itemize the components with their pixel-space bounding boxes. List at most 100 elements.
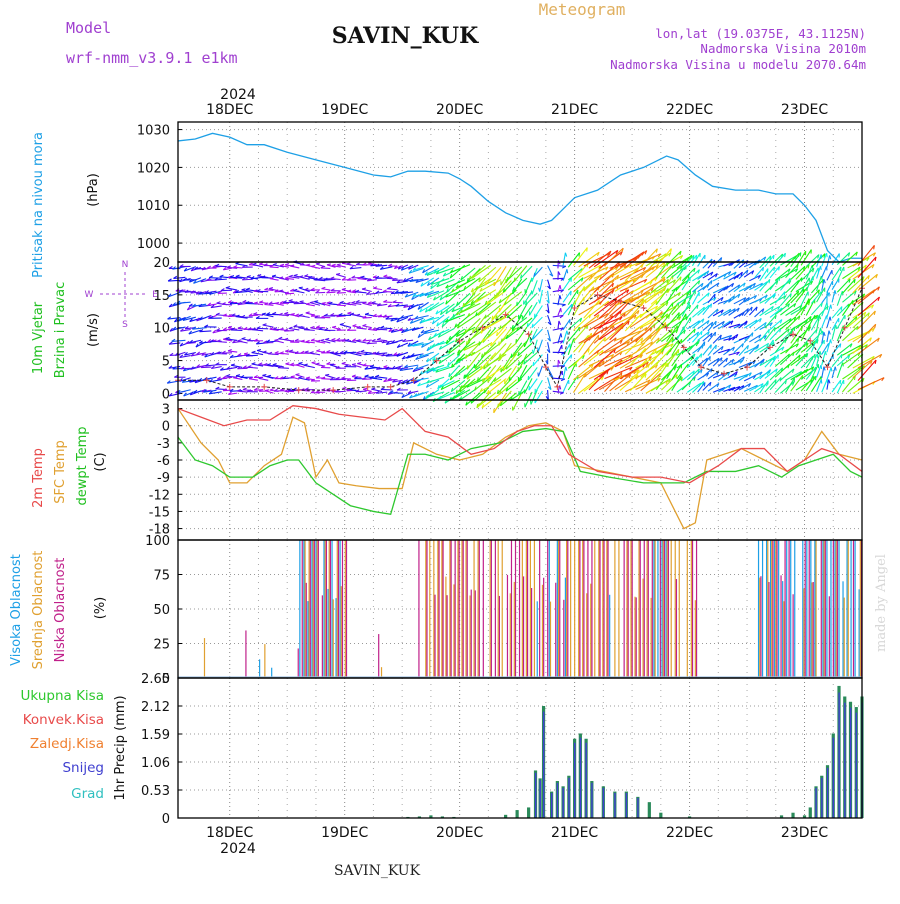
wind-arrow-head bbox=[347, 263, 351, 264]
wind-arrow bbox=[535, 305, 543, 317]
wind-arrow-head bbox=[299, 276, 303, 277]
wind-arrow-head bbox=[763, 267, 764, 271]
wind-arrow-head bbox=[488, 378, 489, 382]
y-tick-label: 0.53 bbox=[141, 784, 170, 799]
wind-arrow bbox=[842, 291, 856, 303]
wind-arrow bbox=[344, 352, 356, 353]
wind-arrow bbox=[770, 347, 784, 356]
snow-bar bbox=[856, 713, 857, 818]
wind-arrow-head bbox=[285, 264, 289, 265]
wind-arrow-head bbox=[249, 263, 253, 265]
day-label-top: 18DEC bbox=[206, 102, 253, 118]
wind-arrow-head bbox=[243, 388, 247, 390]
wind-arrow-head bbox=[830, 255, 831, 259]
wind-arrow-head bbox=[356, 314, 360, 315]
wind-arrow-head bbox=[824, 279, 825, 283]
wind-arrow bbox=[822, 367, 824, 378]
wind-arrow bbox=[667, 313, 680, 328]
y-tick-label: 0 bbox=[162, 420, 170, 435]
wind-arrow bbox=[237, 391, 247, 392]
wind-arrow bbox=[252, 330, 263, 331]
day-label-bottom: 18DEC bbox=[206, 825, 253, 841]
wind-arrow-head bbox=[561, 308, 562, 312]
wind-arrow bbox=[217, 341, 227, 342]
wind-arrow bbox=[270, 267, 279, 268]
wind-arrow-head bbox=[252, 363, 256, 364]
snow-bar bbox=[821, 778, 822, 818]
day-label-bottom: 23DEC bbox=[781, 825, 828, 841]
wind-arrow bbox=[692, 319, 703, 329]
wind-arrow bbox=[703, 333, 712, 341]
y-tick-label: 0 bbox=[162, 812, 170, 827]
wind-arrow bbox=[780, 382, 794, 393]
wind-arrow-head bbox=[294, 274, 298, 275]
wind-arrow bbox=[540, 290, 543, 303]
wind-arrow bbox=[306, 304, 315, 306]
wind-arrow-head bbox=[499, 342, 500, 346]
wind-arrow-head bbox=[285, 363, 289, 364]
wind-speed-marker bbox=[554, 384, 560, 390]
wind-arrow-head bbox=[841, 354, 842, 358]
precip-bar bbox=[791, 813, 794, 818]
wind-ylabel: 10m Vjetar bbox=[31, 301, 46, 374]
wind-arrow-head bbox=[368, 328, 372, 329]
wind-arrow-head bbox=[825, 351, 826, 355]
wind-arrow-head bbox=[291, 376, 295, 377]
wind-arrow bbox=[698, 332, 710, 341]
snow-bar bbox=[563, 788, 564, 818]
wind-arrow-head bbox=[316, 263, 320, 264]
legend-hail: Grad bbox=[71, 786, 104, 802]
wind-arrow-head bbox=[711, 304, 712, 308]
wind-arrow bbox=[387, 278, 398, 279]
precip-bar bbox=[516, 810, 519, 818]
wind-arrow bbox=[371, 389, 382, 391]
wind-arrow-head bbox=[567, 269, 568, 273]
wind-arrow-head bbox=[327, 264, 331, 265]
wind-arrow-head bbox=[538, 373, 539, 377]
wind-arrow-head bbox=[278, 337, 282, 338]
wind-arrow-head bbox=[383, 275, 387, 276]
year-bottom: 2024 bbox=[220, 841, 256, 857]
legend-conv-precip: Konvek.Kisa bbox=[23, 712, 104, 728]
wind-arrow bbox=[553, 303, 566, 304]
cloud-unit: (%) bbox=[93, 597, 108, 620]
y-tick-label: 1010 bbox=[137, 199, 170, 214]
wind-arrow-head bbox=[830, 317, 831, 321]
wind-arrow-head bbox=[365, 375, 369, 376]
wind-arrow-head bbox=[270, 389, 274, 390]
wind-arrow-head bbox=[280, 264, 284, 265]
wind-arrow bbox=[450, 265, 470, 273]
wind-arrow-head bbox=[539, 288, 540, 292]
wind-speed-marker bbox=[330, 387, 336, 393]
day-label-top: 20DEC bbox=[436, 102, 483, 118]
wind-arrow-head bbox=[874, 245, 875, 249]
station-title: SAVIN_KUK bbox=[332, 23, 479, 49]
day-label-top: 19DEC bbox=[321, 102, 368, 118]
wind-arrow bbox=[487, 290, 506, 304]
wind-arrow-head bbox=[244, 353, 248, 354]
wind-arrow bbox=[780, 278, 790, 290]
wind-ylabel2: Brzina i Pravac bbox=[53, 282, 68, 379]
wind-arrow-head bbox=[492, 316, 493, 320]
snow-bar bbox=[827, 768, 828, 818]
wind-arrow bbox=[770, 277, 780, 290]
y-tick-label: -12 bbox=[149, 488, 170, 503]
y-tick-label: -6 bbox=[157, 454, 170, 469]
snow-bar bbox=[637, 798, 638, 818]
snow-bar bbox=[815, 788, 816, 818]
wind-arrow-head bbox=[299, 363, 303, 364]
wind-arrow-head bbox=[774, 267, 775, 271]
wind-arrow-head bbox=[296, 374, 300, 375]
wind-arrow-head bbox=[841, 307, 842, 311]
wind-arrow-head bbox=[362, 288, 366, 289]
wind-arrow bbox=[290, 266, 299, 268]
mid-cloud-label: Srednja Oblacnost bbox=[31, 551, 46, 670]
wind-arrow-head bbox=[226, 375, 230, 377]
wind-arrow-head bbox=[322, 303, 326, 304]
wind-arrow-head bbox=[337, 264, 341, 265]
wind-arrow bbox=[357, 328, 367, 329]
wind-arrow-head bbox=[352, 364, 356, 365]
wind-arrow-head bbox=[820, 351, 821, 355]
wind-arrow-head bbox=[274, 339, 278, 340]
wind-arrow bbox=[786, 355, 801, 368]
